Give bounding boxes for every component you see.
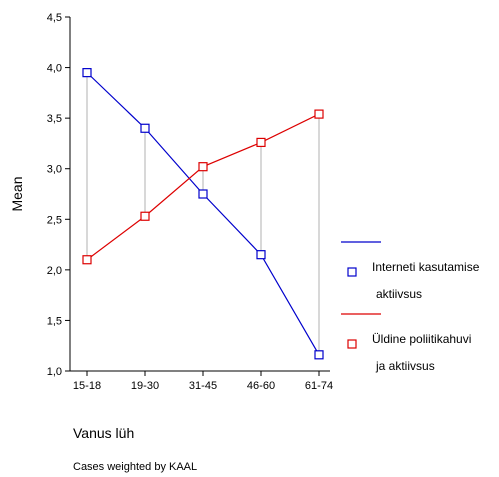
data-point [198, 189, 208, 199]
series-line [86, 72, 320, 356]
y-tick-label: 3,0 [47, 164, 62, 176]
series-1 [82, 68, 324, 360]
legend-label: Interneti kasutamise [372, 260, 480, 274]
data-point [198, 162, 208, 172]
series-group [82, 68, 324, 360]
x-tick-label: 46-60 [247, 380, 275, 392]
y-axis-ticks: 1,0 1,5 2,0 2,5 3,0 3,5 4,0 4,5 [47, 12, 70, 378]
plot-area: 1,0 1,5 2,0 2,5 3,0 3,5 4,0 4,5 15-18 19-30 31-45… [47, 12, 333, 392]
legend-marker [347, 339, 357, 349]
drop-lines [86, 72, 320, 355]
x-tick-label: 61-74 [305, 380, 333, 392]
x-axis-label: Vanus lüh [73, 425, 134, 441]
y-axis-label: Mean [9, 176, 25, 211]
legend-marker [347, 267, 357, 277]
y-tick-label: 4,5 [47, 12, 62, 24]
data-point [82, 255, 92, 265]
legend-label: Üldine poliitikahuvi [372, 332, 471, 346]
x-tick-label: 19-30 [131, 380, 159, 392]
data-point [314, 350, 324, 360]
data-point [82, 68, 92, 78]
data-point [140, 123, 150, 133]
data-point [140, 211, 150, 221]
legend-item-1: Interneti kasutamise aktiivsus [341, 241, 480, 301]
y-tick-label: 1,0 [47, 366, 62, 378]
legend-label: ja aktiivsus [375, 359, 435, 373]
data-point [314, 109, 324, 119]
x-axis-ticks: 15-18 19-30 31-45 46-60 61-74 [73, 371, 333, 392]
footnote: Cases weighted by KAAL [73, 461, 197, 473]
legend: Interneti kasutamise aktiivsus Üldine poli… [341, 241, 480, 373]
y-tick-label: 2,0 [47, 265, 62, 277]
data-point [256, 137, 266, 148]
series-2 [82, 109, 324, 265]
y-tick-label: 4,0 [47, 63, 62, 75]
y-tick-label: 2,5 [47, 214, 62, 226]
y-tick-label: 1,5 [47, 315, 62, 327]
legend-label: aktiivsus [376, 287, 422, 301]
legend-item-2: Üldine poliitikahuvi ja aktiivsus [341, 313, 471, 373]
x-tick-label: 15-18 [73, 380, 101, 392]
y-tick-label: 3,5 [47, 113, 62, 125]
data-point [256, 250, 266, 260]
x-tick-label: 31-45 [189, 380, 217, 392]
